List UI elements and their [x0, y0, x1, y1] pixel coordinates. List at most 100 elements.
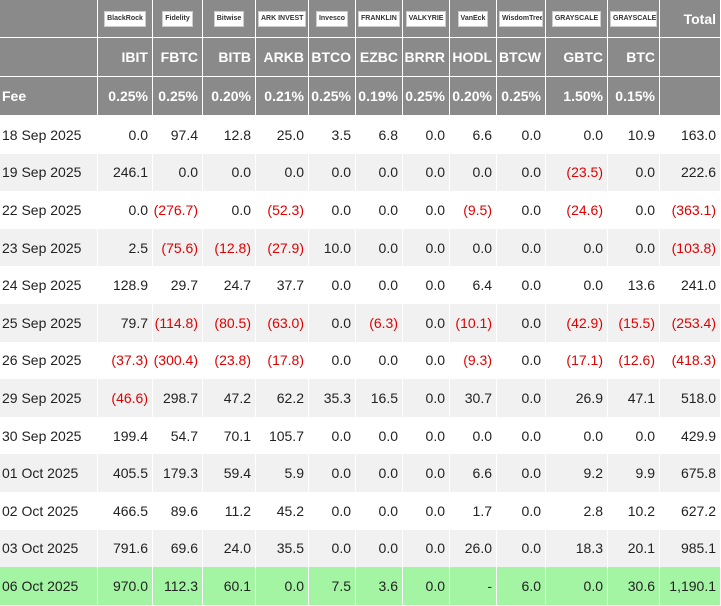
logo-text: FRANKLIN TEMPLETON: [358, 10, 400, 27]
flow-value: 128.9: [98, 266, 153, 304]
flow-value: 0.0: [309, 454, 356, 492]
ticker: BTCO: [309, 38, 356, 77]
flow-value: -: [450, 567, 497, 605]
flow-value: 2.8: [546, 491, 608, 530]
flow-value: (63.0): [256, 303, 309, 342]
fund-logo: VanEck: [450, 0, 497, 38]
flow-value: 25.0: [256, 116, 309, 154]
flow-value: (75.6): [153, 228, 203, 267]
logo-text: WisdomTree: [499, 10, 543, 27]
flow-value: (300.4): [153, 341, 203, 380]
flow-value: (12.6): [608, 341, 660, 380]
flow-value: 0.0: [309, 266, 356, 304]
flow-value: 0.0: [608, 191, 660, 229]
date: 30 Sep 2025: [0, 416, 98, 455]
flow-value: 37.7: [256, 266, 309, 304]
flow-value: (23.5): [546, 153, 608, 192]
flow-value: 0.0: [98, 116, 153, 154]
flow-value: 0.0: [546, 116, 608, 154]
flow-value: 0.0: [497, 341, 546, 380]
flow-value: (52.3): [256, 191, 309, 229]
flow-value: (10.1): [450, 303, 497, 342]
date: 25 Sep 2025: [0, 303, 98, 342]
logo-text: ARK INVEST: [258, 10, 306, 27]
flow-value: 6.8: [356, 116, 403, 154]
flow-value: 24.0: [203, 529, 256, 568]
flow-value: 105.7: [256, 416, 309, 455]
flow-value: 29.7: [153, 266, 203, 304]
flow-value: 0.0: [356, 416, 403, 455]
flow-value: 0.0: [356, 454, 403, 492]
ticker: BTC: [608, 38, 660, 77]
flow-value: 0.0: [356, 266, 403, 304]
flow-value: 0.0: [403, 529, 450, 568]
flow-value: (253.4): [660, 303, 721, 342]
flow-value: 0.0: [450, 228, 497, 267]
flow-value: (46.6): [98, 379, 153, 417]
flow-value: 0.0: [403, 416, 450, 455]
flow-value: 79.7: [98, 303, 153, 342]
flow-value: (276.7): [153, 191, 203, 229]
flow-value: 0.0: [497, 153, 546, 192]
ticker: IBIT: [98, 38, 153, 77]
flow-value: (37.3): [98, 341, 153, 380]
date: 03 Oct 2025: [0, 529, 98, 568]
flow-value: 0.0: [403, 454, 450, 492]
flow-value: (17.8): [256, 341, 309, 380]
logo-text: GRAYSCALE: [551, 10, 602, 27]
fee-label: Fee: [0, 77, 98, 116]
flow-value: 6.6: [450, 454, 497, 492]
flow-value: 0.0: [309, 491, 356, 530]
flow-value: 24.7: [203, 266, 256, 304]
flow-value: (363.1): [660, 191, 721, 229]
fee: 0.25%: [309, 77, 356, 116]
flow-value: 0.0: [497, 266, 546, 304]
flow-value: 0.0: [497, 491, 546, 530]
flow-value: 0.0: [546, 228, 608, 267]
flow-value: 10.2: [608, 491, 660, 530]
ticker: EZBC: [356, 38, 403, 77]
fund-logo: Bitwise: [203, 0, 256, 38]
flow-value: 518.0: [660, 379, 721, 417]
date: 01 Oct 2025: [0, 454, 98, 492]
flow-value: 0.0: [450, 416, 497, 455]
fund-logo: WisdomTree: [497, 0, 546, 38]
flow-value: 1.7: [450, 491, 497, 530]
flow-value: 429.9: [660, 416, 721, 455]
fee: 0.20%: [450, 77, 497, 116]
flow-value: 20.1: [608, 529, 660, 568]
corner: [0, 38, 98, 77]
flow-value: 62.2: [256, 379, 309, 417]
flow-value: 627.2: [660, 491, 721, 530]
fund-logo: GRAYSCALE: [546, 0, 608, 38]
flow-value: 199.4: [98, 416, 153, 455]
flow-value: 0.0: [497, 379, 546, 417]
flow-value: 0.0: [608, 228, 660, 267]
flow-value: 0.0: [497, 191, 546, 229]
flow-value: 3.5: [309, 116, 356, 154]
flow-value: 69.6: [153, 529, 203, 568]
blank: [660, 38, 721, 77]
fund-logo: FRANKLIN TEMPLETON: [356, 0, 403, 38]
flow-value: 89.6: [153, 491, 203, 530]
flow-value: 0.0: [546, 416, 608, 455]
flow-value: (17.1): [546, 341, 608, 380]
flow-value: 30.7: [450, 379, 497, 417]
flow-value: 10.0: [309, 228, 356, 267]
flow-value: (15.5): [608, 303, 660, 342]
flow-value: 13.6: [608, 266, 660, 304]
flow-value: 3.6: [356, 567, 403, 605]
flow-value: 7.5: [309, 567, 356, 605]
flow-value: 0.0: [497, 454, 546, 492]
flow-value: 0.0: [497, 416, 546, 455]
flow-value: 97.4: [153, 116, 203, 154]
fund-logo: VALKYRIE: [403, 0, 450, 38]
flow-value: 0.0: [309, 416, 356, 455]
flow-value: 0.0: [403, 379, 450, 417]
date: 26 Sep 2025: [0, 341, 98, 380]
ticker: BITB: [203, 38, 256, 77]
flow-value: 0.0: [309, 529, 356, 568]
ticker: BRRR: [403, 38, 450, 77]
flow-value: 0.0: [309, 341, 356, 380]
flow-value: 0.0: [546, 266, 608, 304]
